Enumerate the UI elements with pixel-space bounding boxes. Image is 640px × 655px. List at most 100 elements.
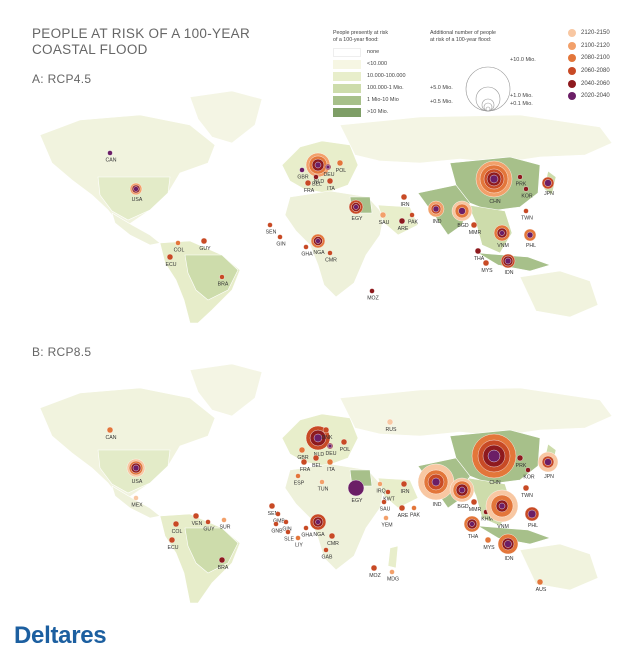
- flood-bubble: [106, 426, 114, 434]
- flood-bubble: [504, 540, 512, 548]
- country-code-label: GAB: [322, 555, 333, 561]
- country-marker-moz: MOZ: [369, 564, 381, 579]
- flood-bubble: [536, 578, 544, 586]
- country-code-label: ITA: [327, 186, 335, 192]
- flood-bubble: [544, 179, 552, 187]
- country-marker-idn: IDN: [500, 253, 516, 276]
- country-marker-mmr: MMR: [469, 221, 482, 236]
- flood-bubble: [273, 521, 279, 527]
- flood-bubble: [523, 208, 529, 214]
- deltares-logo: Deltares: [14, 622, 107, 649]
- country-code-label: IDN: [505, 556, 514, 562]
- country-marker-egy: EGY: [348, 199, 364, 222]
- flood-bubble: [192, 512, 200, 520]
- flood-bubble: [484, 536, 492, 544]
- country-code-label: BGD: [457, 223, 468, 229]
- period-dot: [568, 79, 576, 88]
- period-dot: [568, 67, 576, 76]
- country-code-label: MMR: [469, 230, 482, 236]
- flood-bubble: [398, 504, 406, 512]
- country-code-label: ARE: [398, 226, 409, 232]
- flood-bubble: [314, 161, 322, 169]
- country-marker-sur: SUR: [220, 517, 231, 531]
- country-marker-bel: BEL: [312, 174, 322, 188]
- land-australia: [519, 543, 599, 591]
- country-code-label: MYS: [481, 268, 493, 274]
- land-australia: [519, 270, 599, 318]
- country-code-label: USA: [132, 197, 143, 203]
- country-code-label: NGA: [313, 532, 325, 538]
- country-code-label: IND: [433, 502, 442, 508]
- country-code-label: IDN: [505, 270, 514, 276]
- country-code-label: THA: [474, 256, 485, 262]
- flood-bubble: [219, 274, 225, 280]
- country-code-label: DEU: [326, 451, 337, 457]
- country-marker-cmr: CMR: [327, 532, 339, 547]
- country-marker-gha: GHA: [301, 244, 313, 258]
- period-dot: [568, 41, 576, 50]
- country-code-label: COL: [172, 529, 183, 535]
- country-code-label: SEN: [268, 511, 279, 517]
- country-marker-kor: KOR: [523, 467, 535, 481]
- flood-bubble: [470, 221, 478, 229]
- country-code-label: KOR: [521, 194, 532, 200]
- country-marker-mdg: MDG: [387, 569, 399, 583]
- country-code-label: BRA: [218, 282, 229, 288]
- country-marker-gbr: GBR: [297, 446, 309, 461]
- country-code-label: PRK: [516, 182, 527, 188]
- population-class-3: 100.000-1 Mio.: [333, 82, 428, 94]
- country-marker-vnm: VNM: [485, 489, 519, 530]
- country-marker-pak: PAK: [410, 505, 421, 519]
- country-code-label: CHN: [489, 199, 500, 205]
- country-code-label: TWN: [521, 493, 533, 499]
- panel-a-label: A: RCP4.5: [32, 72, 92, 86]
- period-2120-2150: 2120-2150: [568, 27, 638, 40]
- land-layer: [39, 363, 613, 604]
- flood-bubble: [523, 186, 529, 192]
- country-code-label: VNM: [497, 243, 509, 249]
- country-code-label: GUY: [203, 527, 215, 533]
- country-code-label: KHM: [481, 517, 493, 523]
- flood-bubble: [469, 521, 475, 527]
- flood-bubble: [526, 231, 534, 239]
- country-marker-deu: DEU: [326, 442, 337, 457]
- country-code-label: MEX: [131, 503, 143, 509]
- population-class-4: 1 Mio-10 Mio: [333, 94, 428, 106]
- country-marker-bra: BRA: [218, 274, 229, 288]
- country-code-label: JPN: [544, 191, 554, 197]
- flood-bubble: [298, 446, 306, 454]
- country-code-label: ECU: [166, 262, 177, 268]
- country-marker-egy: EGY: [347, 479, 365, 504]
- period-2060-2080: 2060-2080: [568, 65, 638, 78]
- country-marker-irn: IRN: [401, 480, 410, 495]
- country-marker-rus: RUS: [386, 418, 397, 433]
- country-code-label: MMR: [469, 507, 482, 513]
- flood-bubble: [326, 177, 334, 185]
- country-code-label: CMR: [327, 541, 339, 547]
- country-marker-sen: SEN: [268, 502, 279, 517]
- flood-bubble: [504, 257, 512, 265]
- period-2080-2100: 2080-2100: [568, 52, 638, 65]
- country-code-label: MDG: [387, 577, 399, 583]
- flood-bubble: [205, 519, 211, 525]
- flood-bubble: [353, 204, 359, 210]
- flood-bubble: [474, 247, 482, 255]
- land-greenland: [189, 363, 263, 417]
- country-code-label: TWN: [521, 216, 533, 222]
- country-code-label: ESP: [294, 481, 305, 487]
- swatch-none: [333, 47, 361, 57]
- country-code-label: MOZ: [369, 573, 381, 579]
- country-marker-guy: GUY: [199, 237, 211, 252]
- country-marker-twn: TWN: [521, 208, 533, 222]
- country-code-label: GMB: [273, 519, 285, 525]
- country-code-label: BRA: [218, 565, 229, 571]
- country-code-label: LIY: [295, 543, 303, 549]
- flood-bubble: [133, 495, 139, 501]
- country-code-label: THA: [468, 534, 479, 540]
- period-dot: [568, 29, 576, 38]
- flood-bubble: [303, 525, 309, 531]
